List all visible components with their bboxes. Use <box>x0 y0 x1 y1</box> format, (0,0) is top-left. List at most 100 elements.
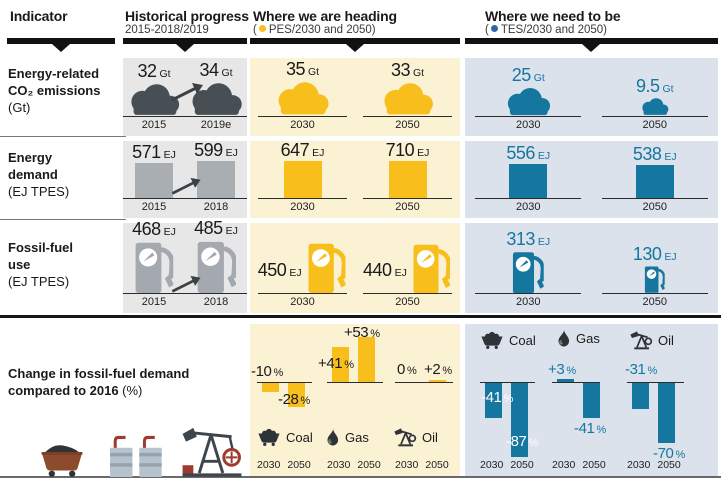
year-label: 2015 <box>141 296 167 308</box>
co2-pes-2050-cell: 33 Gt 2050 <box>355 58 460 136</box>
bar-value-label: +2% <box>424 361 452 378</box>
co2-pes-block: 35 Gt 2030 33 Gt 2050 <box>250 58 460 136</box>
year-label: 2018 <box>203 296 229 308</box>
fuel-legend-oil: Oil <box>629 330 674 350</box>
year-label: 2030 <box>552 459 576 471</box>
year-label: 2018 <box>203 201 229 213</box>
pointer-triangle <box>346 44 364 52</box>
demand-2018-cell: 599 EJ 2018 <box>185 141 247 218</box>
fossil-pes-2030-cell: 450 EJ 2030 <box>250 223 355 313</box>
year-label: 2050 <box>395 201 420 213</box>
baseline <box>363 198 452 199</box>
paren: ( <box>253 24 257 36</box>
fossil-2015-cell: 468 EJ 2015 <box>123 219 185 313</box>
year-label: 2030 <box>627 459 651 471</box>
baseline <box>363 293 452 294</box>
bar-value-label: 0% <box>397 361 417 378</box>
co2-cloud-icon <box>504 86 553 116</box>
co2-2019e-cell: 34 Gt 2019e <box>185 58 247 136</box>
demand-historical-block: 571 EJ 2015 599 EJ 2018 <box>123 141 247 218</box>
column-header-historical: Historical progress <box>125 8 249 24</box>
co2-2015-cell: 32 Gt 2015 <box>123 58 185 136</box>
fossil-pes-block: 450 EJ 2030 440 EJ 2050 <box>250 223 460 313</box>
value-label: 710 EJ <box>385 140 430 160</box>
zero-line <box>480 382 535 383</box>
tes-oil-2030-bar <box>632 383 649 410</box>
baseline <box>185 293 247 294</box>
fossil-tes-2050-cell: 130 EJ 2050 <box>592 223 719 313</box>
zero-line <box>627 382 684 383</box>
year-label: 2030 <box>257 459 281 471</box>
fossil-historical-block: 468 EJ 2015 485 EJ 2018 <box>123 219 247 313</box>
bar-value-label: +3% <box>548 361 576 378</box>
pointer-triangle <box>176 44 194 52</box>
baseline <box>601 198 708 199</box>
value-label: 33 Gt <box>390 60 425 81</box>
baseline <box>475 116 582 117</box>
flame-icon <box>556 328 571 348</box>
value-label: 571 EJ <box>132 141 176 162</box>
co2-pes-2030-cell: 35 Gt 2030 <box>250 58 355 136</box>
demand-2015-cell: 571 EJ 2015 <box>123 141 185 218</box>
demand-tes-block: 556 EJ 2030 538 EJ 2050 <box>465 141 718 218</box>
column-header-indicator: Indicator <box>10 8 68 24</box>
value-label: 556 EJ <box>506 142 551 163</box>
year-label: 2030 <box>290 296 315 308</box>
demand-pes-2050-cell: 710 EJ 2050 <box>355 141 460 218</box>
year-label: 2050 <box>642 119 667 131</box>
tes-oil-group: Oil -31% -70% 2030 2050 <box>625 324 685 476</box>
pointer-triangle <box>582 44 600 52</box>
demand-pes-2030-cell: 647 EJ 2030 <box>250 141 355 218</box>
tes-gas-group: Gas +3% -41% 2030 2050 <box>548 324 606 476</box>
header-rule-indicator <box>7 38 115 44</box>
year-label: 2050 <box>642 201 667 213</box>
bottom-rule <box>0 476 721 478</box>
divider <box>0 219 126 220</box>
bar-value-label: -28% <box>278 391 310 408</box>
zero-line <box>552 382 600 383</box>
fuel-pump-icon <box>410 242 452 293</box>
pes-subtitle-text: PES/2030 and 2050) <box>268 24 376 36</box>
bar-value-label: -41% <box>574 420 606 437</box>
coal-cart-icon <box>257 427 281 447</box>
fuel-legend-coal: Coal <box>480 330 536 350</box>
zero-line <box>327 382 383 383</box>
bar-value-label: -10% <box>251 363 283 380</box>
refinery-icon <box>98 434 172 477</box>
pes-subtitle: ( PES/2030 and 2050) <box>253 24 376 36</box>
oil-pumpjack-icon <box>180 424 244 477</box>
zero-line <box>395 382 453 383</box>
fossil-tes-2030-cell: 313 EJ 2030 <box>465 223 592 313</box>
fuel-legend-gas: Gas <box>325 427 369 447</box>
demand-tes-2030-cell: 556 EJ 2030 <box>465 141 592 218</box>
pes-oil-group: 0% +2% Oil 2030 2050 <box>395 324 453 476</box>
coal-cart-icon <box>480 330 504 350</box>
year-label: 2030 <box>327 459 351 471</box>
demand-bar <box>283 161 322 198</box>
pes-oil-2050-bar <box>429 380 446 382</box>
tes-gas-2030-bar <box>557 379 574 382</box>
co2-tes-2030-cell: 25 Gt 2030 <box>465 58 592 136</box>
historical-subtitle: 2015-2018/2019 <box>125 24 209 36</box>
baseline <box>185 198 247 199</box>
pes-coal-group: -10% -28% Coal 2030 2050 <box>251 324 313 476</box>
bar-value-label: +41% <box>318 355 354 372</box>
year-label: 2050 <box>357 459 381 471</box>
value-label: 468 EJ <box>132 219 176 239</box>
bar-value-label: -41% <box>481 389 513 406</box>
value-label: 440 EJ <box>363 260 407 280</box>
value-label: 450 EJ <box>257 260 302 280</box>
demand-bar <box>197 161 235 198</box>
tes-gas-2050-bar <box>583 383 600 418</box>
year-label: 2015 <box>141 201 167 213</box>
year-label: 2030 <box>480 459 504 471</box>
row-label-co2: Energy-related CO₂ emissions (Gt) <box>8 66 101 115</box>
header-rule-tes <box>465 38 718 44</box>
header-rule-pes <box>250 38 460 44</box>
trend-arrow-icon <box>171 177 201 195</box>
value-label: 485 EJ <box>194 218 238 239</box>
paren: ( <box>485 24 489 36</box>
baseline <box>475 293 582 294</box>
pes-gas-2030-bar <box>332 347 349 382</box>
baseline <box>123 116 185 117</box>
